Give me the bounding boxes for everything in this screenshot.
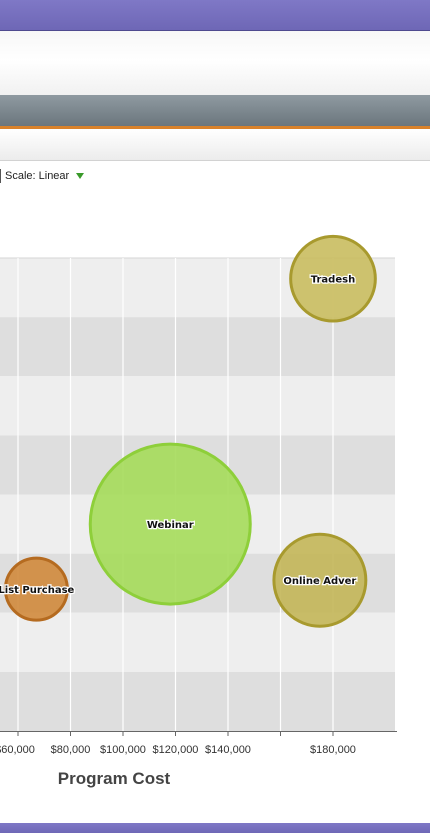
bubbles: Webinar List Purchase Online Adver Tradesh: [0, 234, 377, 628]
sub-header: [0, 129, 430, 161]
plot-band: [0, 317, 395, 377]
bubble-label: Webinar: [147, 520, 194, 531]
x-tick-label: $60,000: [0, 744, 35, 756]
bubble[interactable]: Tradesh: [289, 234, 377, 323]
bubble[interactable]: Online Adver: [272, 532, 368, 628]
scale-selector[interactable]: Scale: Linear: [5, 170, 85, 182]
x-axis-title: Program Cost: [58, 769, 171, 788]
scale-label: Scale: Linear: [5, 170, 70, 182]
bubble-label: List Purchase: [0, 585, 75, 596]
top-bar: [0, 0, 430, 31]
bubble-circle[interactable]: [289, 234, 377, 323]
bubble-circle[interactable]: [3, 556, 69, 622]
dropdown-arrow-icon[interactable]: [76, 173, 85, 179]
x-tick-labels: $60,000 $80,000 $100,000 $120,000 $140,000 $1…: [0, 744, 356, 756]
bubble-circle[interactable]: [272, 532, 368, 628]
x-tick-label: $100,000: [100, 744, 146, 756]
bottom-bar: [0, 823, 430, 833]
x-tick-label: $140,000: [205, 744, 251, 756]
bubble-circle[interactable]: [88, 442, 252, 606]
toolbar-separator: [0, 169, 1, 183]
x-tick-label: $120,000: [153, 744, 199, 756]
x-tick-label: $80,000: [51, 744, 91, 756]
bubble-label: Online Adver: [283, 576, 356, 587]
chart-toolbar: Scale: Linear: [0, 166, 85, 186]
bubble[interactable]: List Purchase: [0, 556, 76, 622]
bubble[interactable]: Webinar: [88, 442, 252, 606]
bubble-label: Tradesh: [311, 275, 355, 286]
plot-band: [0, 376, 395, 436]
x-tick-label: $180,000: [310, 744, 356, 756]
navigation-bar: [0, 95, 430, 129]
plot-band: [0, 671, 395, 731]
x-axis: [0, 731, 397, 736]
header-area: [0, 31, 430, 96]
